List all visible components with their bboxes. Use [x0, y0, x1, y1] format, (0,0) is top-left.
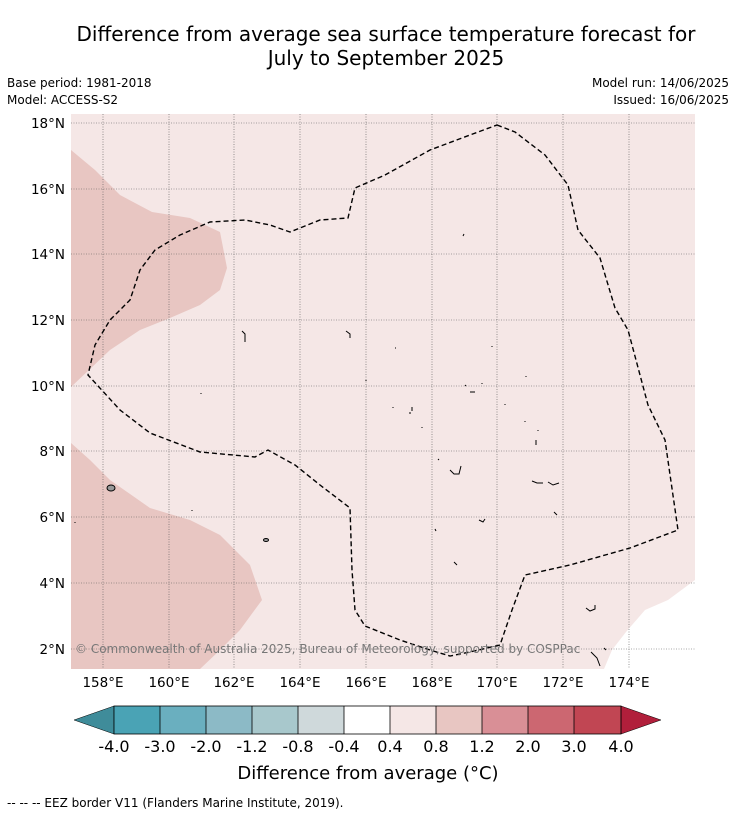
title-line-2: July to September 2025 — [267, 46, 505, 70]
lon-axis: 158°E 160°E 162°E 164°E 166°E 168°E 170°… — [82, 675, 649, 691]
lat-label: 18°N — [31, 116, 65, 132]
colorbar-label: 0.4 — [377, 737, 402, 756]
model-run: Model run: 14/06/2025 — [591, 76, 729, 90]
lon-label: 158°E — [82, 675, 123, 691]
map-title: Difference from average sea surface temp… — [40, 22, 732, 70]
lon-label: 162°E — [213, 675, 254, 691]
lat-label: 10°N — [31, 379, 65, 395]
colorbar-label: -4.0 — [98, 737, 129, 756]
lon-label: 172°E — [542, 675, 583, 691]
copyright-notice: © Commonwealth of Australia 2025, Bureau… — [75, 642, 580, 656]
colorbar-over-arrow — [620, 705, 662, 735]
eez-border-note: -- -- -- EEZ border V11 (Flanders Marine… — [7, 796, 344, 810]
eez-border — [87, 124, 679, 657]
colorbar-label: 2.0 — [515, 737, 540, 756]
colorbar-swatch — [114, 706, 160, 734]
colorbar-swatch — [252, 706, 298, 734]
lon-label: 164°E — [279, 675, 320, 691]
colorbar-swatch — [574, 706, 621, 734]
colorbar-label: -3.0 — [144, 737, 175, 756]
colorbar-swatch — [390, 706, 436, 734]
colorbar-swatch — [206, 706, 252, 734]
lat-label: 2°N — [40, 642, 65, 658]
lat-label: 6°N — [40, 510, 65, 526]
model-name: Model: ACCESS-S2 — [7, 93, 119, 107]
lat-axis: 18°N 16°N 14°N 12°N 10°N 8°N 6°N 4°N 2°N — [31, 116, 65, 658]
grid-lines — [71, 114, 695, 669]
island-kosrae — [106, 484, 116, 492]
anomaly-field-neutral — [604, 580, 695, 669]
lat-label: 16°N — [31, 182, 65, 198]
lon-label: 174°E — [608, 675, 649, 691]
colorbar-under-arrow — [73, 705, 115, 735]
colorbar-title: Difference from average (°C) — [237, 763, 499, 784]
lon-label: 166°E — [345, 675, 386, 691]
colorbar-swatch — [528, 706, 574, 734]
lon-label: 160°E — [148, 675, 189, 691]
lon-label: 168°E — [411, 675, 452, 691]
colorbar-swatch — [160, 706, 206, 734]
colorbar-label: 4.0 — [608, 737, 633, 756]
anomaly-field-warm-south — [71, 443, 262, 669]
colorbar-swatch — [482, 706, 528, 734]
island-pingelap — [263, 538, 269, 542]
lat-label: 14°N — [31, 247, 65, 263]
colorbar-label: -1.2 — [236, 737, 267, 756]
colorbar-swatch — [344, 706, 390, 734]
lat-label: 4°N — [40, 576, 65, 592]
islands — [74, 233, 607, 667]
colorbar-label: 3.0 — [561, 737, 586, 756]
anomaly-field-warm-north — [71, 150, 227, 387]
colorbar-label: -0.4 — [328, 737, 359, 756]
meta-right: Model run: 14/06/2025 Issued: 16/06/2025 — [592, 75, 729, 109]
base-period: Base period: 1981-2018 — [7, 76, 152, 90]
map-area: © Commonwealth of Australia 2025, Bureau… — [71, 114, 695, 669]
colorbar-label: -2.0 — [190, 737, 221, 756]
colorbar-swatch — [436, 706, 482, 734]
lat-label: 8°N — [40, 444, 65, 460]
colorbar-swatch — [298, 706, 344, 734]
colorbar-label: 0.8 — [423, 737, 448, 756]
meta-left: Base period: 1981-2018 Model: ACCESS-S2 — [7, 75, 152, 109]
colorbar: -4.0 -3.0 -2.0 -1.2 -0.8 -0.4 0.4 0.8 1.… — [73, 705, 662, 756]
issued-date: Issued: 16/06/2025 — [613, 93, 729, 107]
title-line-1: Difference from average sea surface temp… — [76, 22, 696, 46]
colorbar-label: -0.8 — [282, 737, 313, 756]
colorbar-label: 1.2 — [469, 737, 494, 756]
lat-label: 12°N — [31, 313, 65, 329]
lon-label: 170°E — [476, 675, 517, 691]
